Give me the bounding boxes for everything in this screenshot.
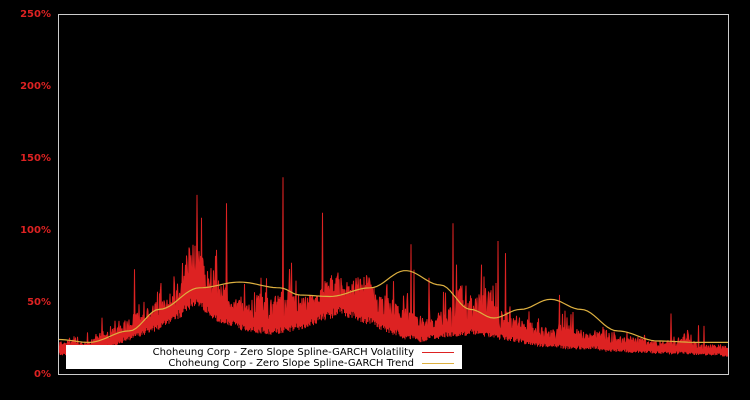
- legend-label: Choheung Corp - Zero Slope Spline-GARCH …: [168, 357, 414, 369]
- trend-series: [58, 270, 728, 344]
- y-tick-label: 150%: [20, 153, 51, 164]
- legend-swatch-gold-line-icon: [422, 362, 454, 364]
- y-tick-label: 250%: [20, 9, 51, 20]
- legend-swatch-red-line-icon: [422, 351, 454, 353]
- legend-item-trend: Choheung Corp - Zero Slope Spline-GARCH …: [168, 357, 454, 369]
- legend-item-volatility: Choheung Corp - Zero Slope Spline-GARCH …: [153, 346, 454, 358]
- y-tick-label: 50%: [27, 297, 51, 308]
- chart-legend: Choheung Corp - Zero Slope Spline-GARCH …: [66, 345, 462, 369]
- y-tick-label: 200%: [20, 81, 51, 92]
- y-tick-label: 0%: [34, 369, 51, 380]
- y-tick-label: 100%: [20, 225, 51, 236]
- plot-frame: [58, 14, 729, 375]
- legend-label: Choheung Corp - Zero Slope Spline-GARCH …: [152, 346, 414, 358]
